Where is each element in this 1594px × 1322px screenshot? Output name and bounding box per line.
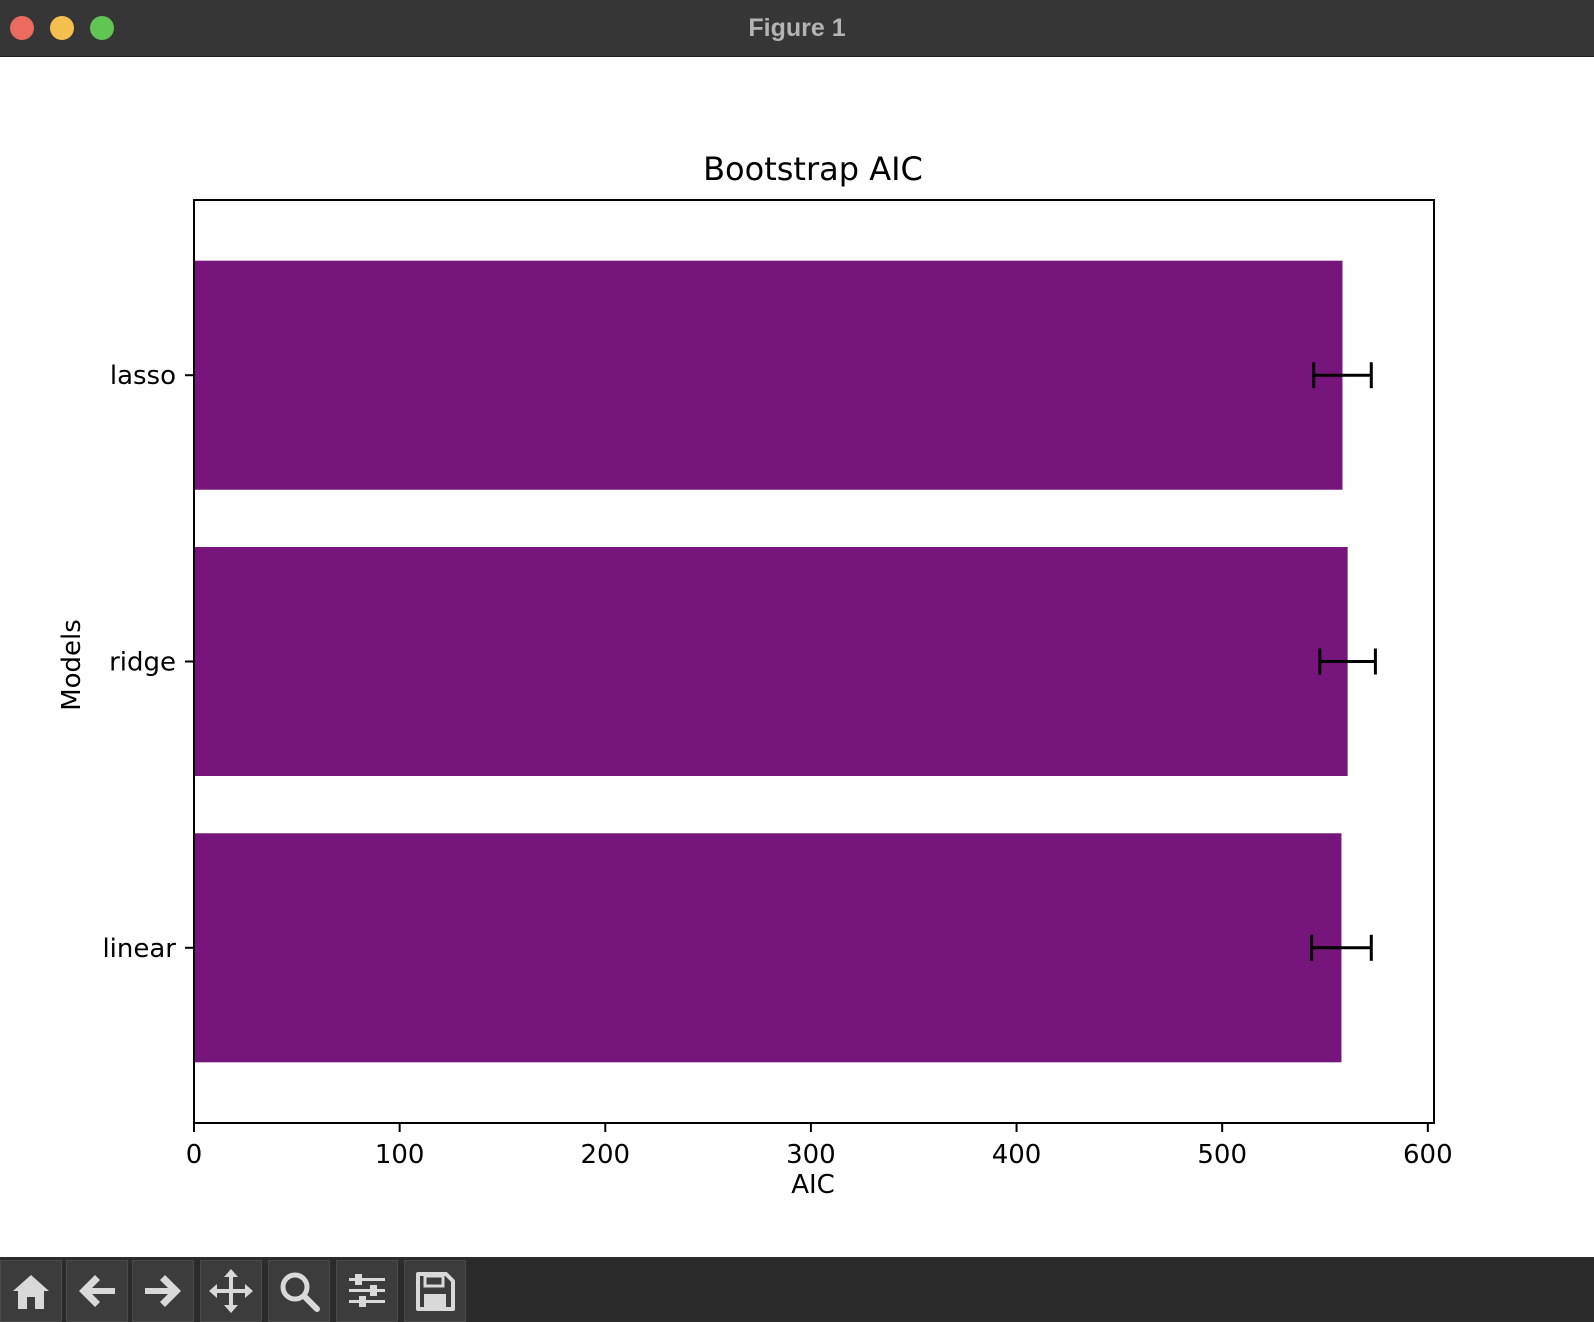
x-tick-label-600: 600 [1403, 1140, 1453, 1170]
y-tick-label-linear: linear [102, 934, 176, 964]
errorbar-ridge [1318, 648, 1377, 675]
y-axis-label: Models [57, 619, 87, 711]
save-floppy-icon [416, 1272, 455, 1311]
x-tick-label-500: 500 [1197, 1140, 1247, 1170]
window-title: Figure 1 [748, 14, 846, 42]
configure-subplots-button[interactable] [336, 1260, 398, 1322]
figure-canvas: Bootstrap AIC 0 100 200 300 400 500 600 linear… [0, 57, 1594, 1257]
save-button[interactable] [404, 1260, 466, 1322]
maximize-window-button[interactable] [90, 16, 114, 40]
minimize-window-button[interactable] [50, 16, 74, 40]
pan-move-icon [209, 1269, 253, 1313]
bar-lasso [194, 260, 1343, 490]
forward-arrow-icon [145, 1275, 181, 1307]
configure-subplots-icon [349, 1274, 385, 1307]
bar-chart: Bootstrap AIC 0 100 200 300 400 500 600 linear… [57, 150, 1453, 1200]
errorbar-linear [1310, 934, 1373, 961]
home-icon [13, 1275, 49, 1309]
close-window-button[interactable] [10, 16, 34, 40]
back-button[interactable] [66, 1260, 128, 1322]
back-arrow-icon [79, 1275, 115, 1307]
zoom-magnifier-icon [280, 1272, 320, 1312]
x-tick-label-300: 300 [786, 1140, 836, 1170]
x-axis-label: AIC [791, 1170, 835, 1200]
chart-title: Bootstrap AIC [703, 150, 923, 188]
home-button[interactable] [0, 1260, 62, 1322]
y-tick-label-lasso: lasso [110, 361, 176, 391]
x-tick-label-400: 400 [992, 1140, 1042, 1170]
pan-button[interactable] [200, 1260, 262, 1322]
title-bar: Figure 1 [0, 0, 1594, 57]
errorbar-lasso [1312, 362, 1373, 389]
bar-ridge [194, 546, 1348, 777]
forward-button[interactable] [132, 1260, 194, 1322]
navigation-toolbar [0, 1257, 1594, 1322]
x-tick-label-200: 200 [580, 1140, 630, 1170]
y-tick-label-ridge: ridge [109, 648, 176, 678]
zoom-button[interactable] [268, 1260, 330, 1322]
x-tick-label-100: 100 [375, 1140, 425, 1170]
x-tick-label-0: 0 [186, 1140, 203, 1170]
bar-linear [194, 833, 1342, 1063]
